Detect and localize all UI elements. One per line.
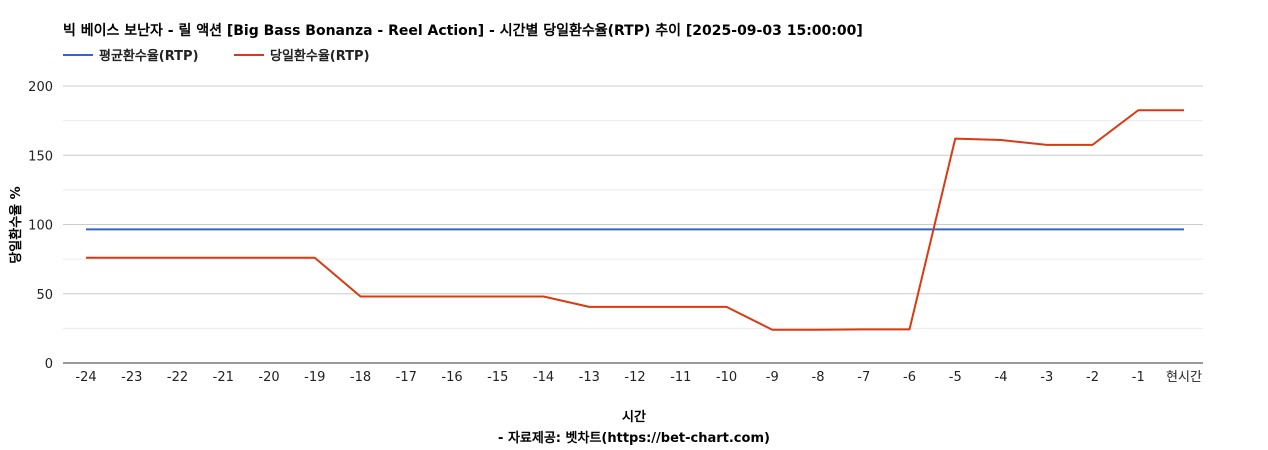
x-axis-ticks: -24 -23 -22 -21 -20 -19 -18 -17 -16 -15 -14 -13 -12 -… xyxy=(75,370,1202,385)
x-tick-label: 현시간 xyxy=(1166,370,1202,385)
x-tick-label: -14 xyxy=(533,370,554,385)
x-tick-label: -9 xyxy=(766,370,779,385)
x-tick-label: -16 xyxy=(441,370,462,385)
y-tick-label: 50 xyxy=(36,288,53,303)
y-tick-label: 100 xyxy=(28,219,53,234)
x-tick-label: -23 xyxy=(121,370,142,385)
x-tick-label: -7 xyxy=(857,370,870,385)
x-tick-label: -6 xyxy=(903,370,916,385)
legend-label-average-rtp: 평균환수율(RTP) xyxy=(99,48,199,64)
x-tick-label: -22 xyxy=(167,370,188,385)
y-axis-ticks: 0 50 100 150 200 xyxy=(28,80,53,372)
x-tick-label: -10 xyxy=(716,370,737,385)
x-tick-label: -21 xyxy=(213,370,234,385)
chart-title: 빅 베이스 보난자 - 릴 액션 [Big Bass Bonanza - Ree… xyxy=(63,22,863,39)
x-axis-title: 시간 xyxy=(622,409,646,425)
x-tick-label: -11 xyxy=(670,370,691,385)
x-tick-label: -1 xyxy=(1132,370,1145,385)
x-tick-label: -17 xyxy=(396,370,417,385)
series-lines xyxy=(86,109,1184,331)
x-tick-label: -13 xyxy=(579,370,600,385)
x-tick-label: -18 xyxy=(350,370,371,385)
y-axis-title: 당일환수율 % xyxy=(8,186,24,263)
x-tick-label: -3 xyxy=(1040,370,1053,385)
x-tick-label: -20 xyxy=(258,370,279,385)
x-tick-label: -4 xyxy=(995,370,1008,385)
x-tick-label: -8 xyxy=(812,370,825,385)
data-source-note: - 자료제공: 벳차트(https://bet-chart.com) xyxy=(498,430,770,446)
x-tick-label: -5 xyxy=(949,370,962,385)
y-tick-label: 0 xyxy=(45,357,53,372)
y-tick-label: 200 xyxy=(28,80,53,95)
legend-label-daily-rtp: 당일환수율(RTP) xyxy=(270,48,370,64)
x-tick-label: -19 xyxy=(304,370,325,385)
x-tick-label: -15 xyxy=(487,370,508,385)
x-tick-label: -2 xyxy=(1086,370,1099,385)
legend: 평균환수율(RTP) 당일환수율(RTP) xyxy=(63,48,370,64)
y-tick-label: 150 xyxy=(28,149,53,164)
series-line-daily-rtp xyxy=(86,109,1184,331)
gridlines xyxy=(63,85,1203,364)
x-tick-label: -24 xyxy=(75,370,96,385)
x-tick-label: -12 xyxy=(624,370,645,385)
